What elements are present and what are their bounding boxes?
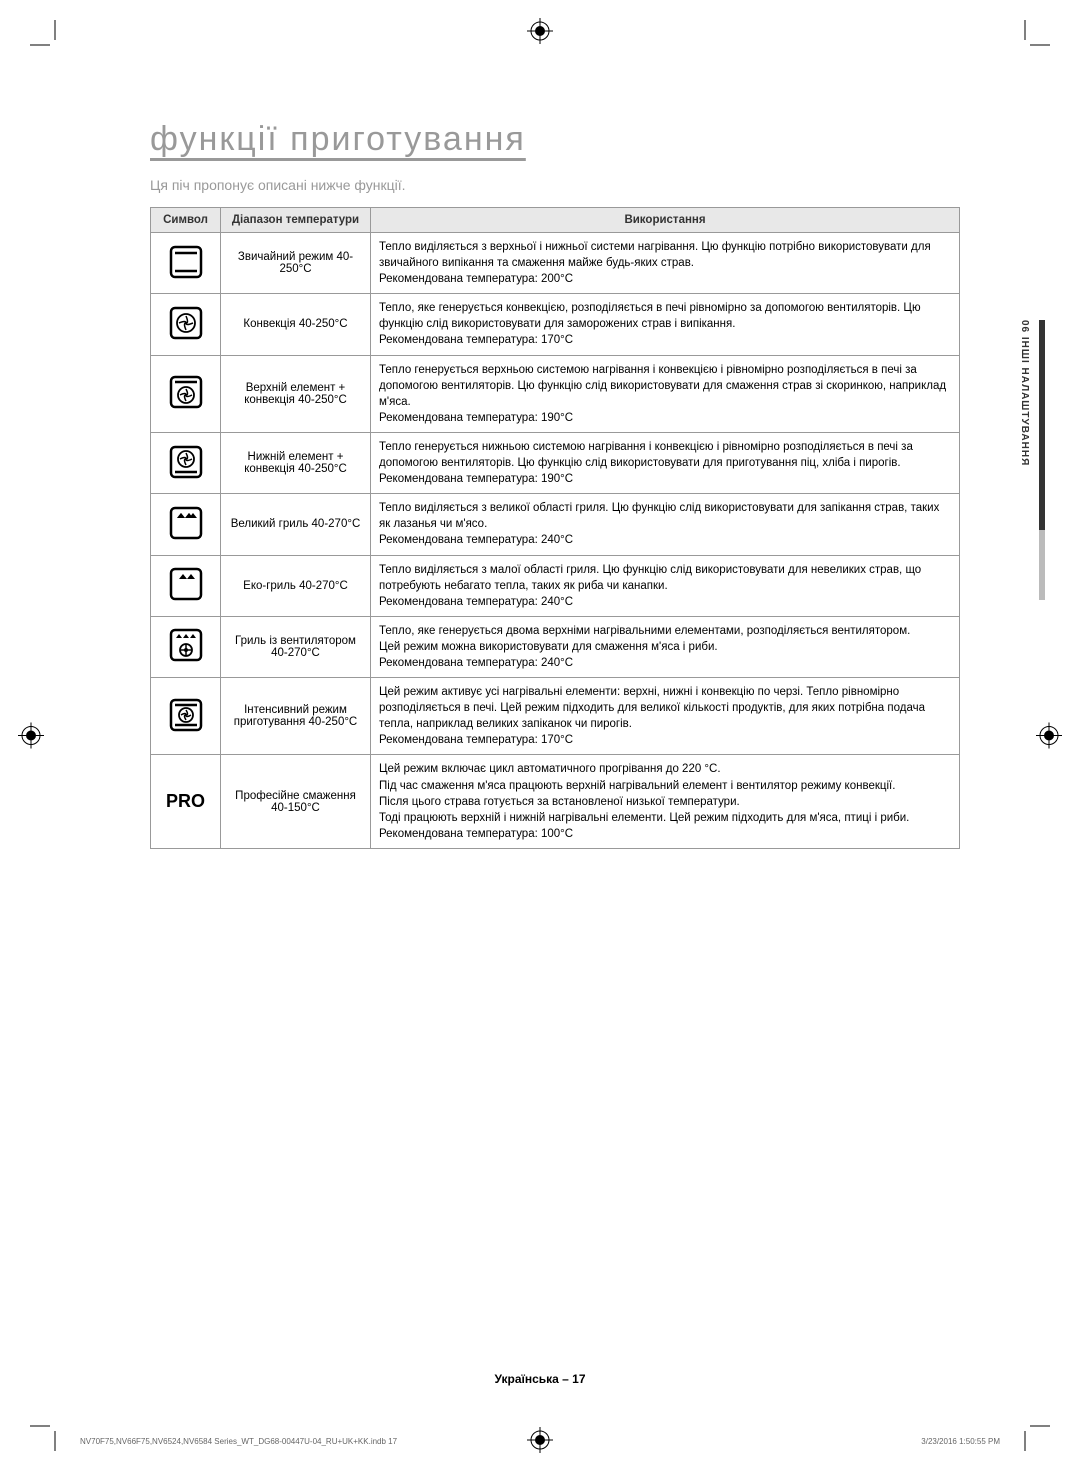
table-row: Великий гриль 40-270°CТепло виділяється …: [151, 494, 960, 555]
header-usage: Використання: [371, 208, 960, 233]
table-row: Верхній елемент + конвекція 40-250°CТепл…: [151, 355, 960, 432]
usage-cell: Тепло генерується нижньою системою нагрі…: [371, 432, 960, 493]
crop-mark-icon: [1010, 1411, 1050, 1456]
page-subtitle: Ця піч пропонує описані нижче функції.: [150, 177, 960, 193]
convection-icon: [151, 294, 221, 355]
header-range: Діапазон температури: [221, 208, 371, 233]
page-footer: Українська – 17: [0, 1372, 1080, 1386]
range-cell: Нижній елемент + конвекція 40-250°C: [221, 432, 371, 493]
pro-icon: PRO: [151, 755, 221, 848]
table-row: Гриль із вентилятором 40-270°CТепло, яке…: [151, 616, 960, 677]
table-row: Інтенсивний режим приготування 40-250°CЦ…: [151, 678, 960, 755]
table-row: Еко-гриль 40-270°CТепло виділяється з ма…: [151, 555, 960, 616]
side-tab: 06 ІНШІ НАЛАШТУВАННЯ: [1019, 320, 1030, 466]
eco-grill-icon: [151, 555, 221, 616]
usage-cell: Тепло генерується верхньою системою нагр…: [371, 355, 960, 432]
usage-cell: Цей режим включає цикл автоматичного про…: [371, 755, 960, 848]
bottom-convection-icon: [151, 432, 221, 493]
usage-cell: Тепло виділяється з верхньої і нижньої с…: [371, 233, 960, 294]
side-bar-light: [1039, 530, 1045, 600]
fan-grill-icon: [151, 616, 221, 677]
usage-cell: Тепло виділяється з малої області гриля.…: [371, 555, 960, 616]
table-row: Конвекція 40-250°CТепло, яке генерується…: [151, 294, 960, 355]
doc-footer-right: 3/23/2016 1:50:55 PM: [921, 1437, 1000, 1446]
registration-mark-icon: [18, 723, 44, 754]
table-row: PROПрофесійне смаження 40-150°CЦей режим…: [151, 755, 960, 848]
functions-table: Символ Діапазон температури Використання…: [150, 207, 960, 849]
range-cell: Конвекція 40-250°C: [221, 294, 371, 355]
side-bar-dark: [1039, 320, 1045, 530]
header-symbol: Символ: [151, 208, 221, 233]
large-grill-icon: [151, 494, 221, 555]
crop-mark-icon: [1010, 20, 1050, 65]
registration-mark-icon: [1036, 723, 1062, 754]
top-convection-icon: [151, 355, 221, 432]
intensive-icon: [151, 678, 221, 755]
registration-mark-icon: [527, 18, 553, 49]
range-cell: Гриль із вентилятором 40-270°C: [221, 616, 371, 677]
range-cell: Еко-гриль 40-270°C: [221, 555, 371, 616]
page-title: функції приготування: [150, 120, 960, 159]
table-row: Звичайний режим 40-250°CТепло виділяєтьс…: [151, 233, 960, 294]
usage-cell: Тепло виділяється з великої області грил…: [371, 494, 960, 555]
range-cell: Професійне смаження 40-150°C: [221, 755, 371, 848]
crop-mark-icon: [30, 20, 70, 65]
range-cell: Інтенсивний режим приготування 40-250°C: [221, 678, 371, 755]
usage-cell: Тепло, яке генерується двома верхніми на…: [371, 616, 960, 677]
doc-footer-left: NV70F75,NV66F75,NV6524,NV6584 Series_WT_…: [80, 1437, 397, 1446]
conventional-icon: [151, 233, 221, 294]
range-cell: Звичайний режим 40-250°C: [221, 233, 371, 294]
registration-mark-icon: [527, 1427, 553, 1458]
usage-cell: Цей режим активує усі нагрівальні елемен…: [371, 678, 960, 755]
range-cell: Верхній елемент + конвекція 40-250°C: [221, 355, 371, 432]
table-row: Нижній елемент + конвекція 40-250°CТепло…: [151, 432, 960, 493]
usage-cell: Тепло, яке генерується конвекцією, розпо…: [371, 294, 960, 355]
range-cell: Великий гриль 40-270°C: [221, 494, 371, 555]
crop-mark-icon: [30, 1411, 70, 1456]
